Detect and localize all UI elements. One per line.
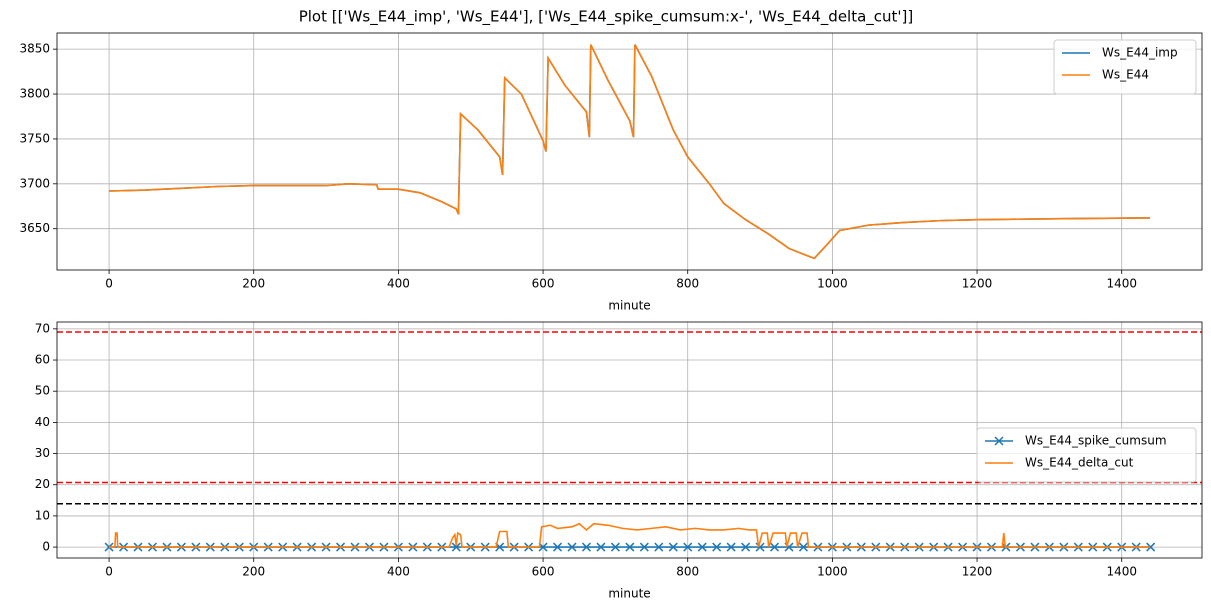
plot-area xyxy=(109,44,1150,260)
x-tick-label: 1000 xyxy=(817,277,848,291)
marker xyxy=(668,542,678,552)
marker xyxy=(697,542,707,552)
x-tick-label: 800 xyxy=(676,277,699,291)
marker xyxy=(567,542,577,552)
figure-title: Plot [['Ws_E44_imp', 'Ws_E44'], ['Ws_E44… xyxy=(299,8,914,27)
marker xyxy=(1146,542,1156,552)
x-tick-label: 400 xyxy=(387,277,410,291)
marker xyxy=(726,542,736,552)
x-tick-label: 1400 xyxy=(1106,565,1137,579)
x-tick-label: 1000 xyxy=(817,565,848,579)
legend-marker xyxy=(994,436,1004,446)
legend-label: Ws_E44_spike_cumsum xyxy=(1025,434,1167,448)
y-tick-label: 10 xyxy=(35,508,50,522)
x-tick-label: 1400 xyxy=(1106,277,1137,291)
marker xyxy=(596,542,606,552)
x-tick-label: 1200 xyxy=(962,277,993,291)
y-tick-label: 3700 xyxy=(19,176,50,190)
x-tick-label: 400 xyxy=(387,565,410,579)
marker xyxy=(581,542,591,552)
y-tick-label: 3850 xyxy=(19,42,50,56)
series-line xyxy=(109,44,1150,260)
plot-area xyxy=(57,331,1202,552)
x-axis-label: minute xyxy=(608,299,650,313)
x-tick-label: 600 xyxy=(532,565,555,579)
legend-label: Ws_E44 xyxy=(1102,68,1149,82)
y-tick-label: 20 xyxy=(35,477,50,491)
marker xyxy=(639,542,649,552)
legend-box xyxy=(976,427,1197,483)
y-tick-label: 3800 xyxy=(19,87,50,101)
x-axis-label: minute xyxy=(608,587,650,601)
legend-label: Ws_E44_delta_cut xyxy=(1025,456,1134,470)
y-tick-label: 0 xyxy=(42,540,50,554)
y-tick-label: 50 xyxy=(35,384,50,398)
marker xyxy=(104,542,114,552)
marker xyxy=(741,542,751,552)
legend-label: Ws_E44_imp xyxy=(1102,46,1178,60)
x-tick-label: 0 xyxy=(105,277,113,291)
y-tick-label: 3650 xyxy=(19,221,50,235)
x-tick-label: 600 xyxy=(532,277,555,291)
marker xyxy=(451,542,461,552)
y-tick-label: 60 xyxy=(35,353,50,367)
x-tick-label: 1200 xyxy=(962,565,993,579)
axes-frame xyxy=(56,32,1203,271)
x-tick-label: 800 xyxy=(676,565,699,579)
y-tick-label: 3750 xyxy=(19,131,50,145)
marker xyxy=(683,542,693,552)
x-tick-label: 0 xyxy=(105,565,113,579)
marker xyxy=(654,542,664,552)
axes-frame xyxy=(56,321,1203,559)
marker xyxy=(712,542,722,552)
x-tick-label: 200 xyxy=(242,565,265,579)
y-tick-label: 40 xyxy=(35,415,50,429)
marker xyxy=(625,542,635,552)
series-line xyxy=(109,522,1150,548)
y-tick-label: 30 xyxy=(35,446,50,460)
x-tick-label: 200 xyxy=(242,277,265,291)
marker xyxy=(755,542,765,552)
marker xyxy=(769,542,780,552)
y-tick-label: 70 xyxy=(35,321,50,335)
marker xyxy=(553,542,563,552)
marker xyxy=(798,542,808,552)
marker xyxy=(610,542,620,552)
